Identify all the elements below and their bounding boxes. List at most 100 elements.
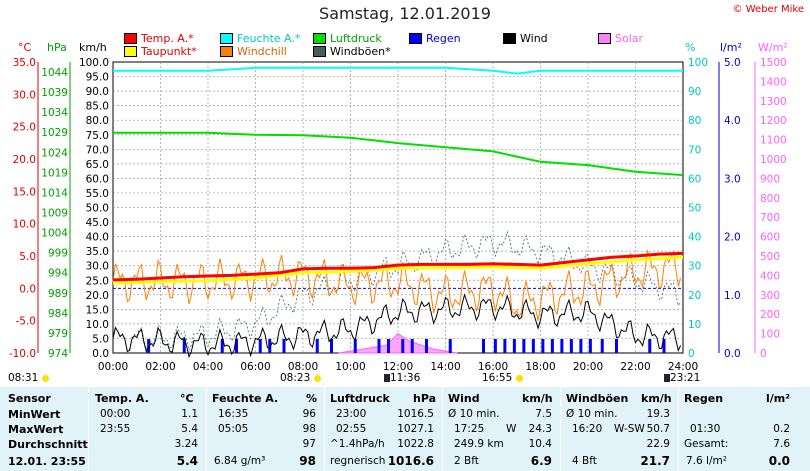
rain-bar: [410, 339, 414, 353]
rain-bar: [493, 339, 497, 353]
humidity-avg: 97: [302, 438, 316, 450]
solar-tick-label: 700: [760, 212, 780, 224]
row-label-avg: Durchschnitt: [8, 438, 88, 451]
rain-bar: [503, 339, 507, 353]
humidity-tick-label: 70: [688, 144, 701, 156]
moonset-time: 23:21: [670, 372, 701, 384]
pressure-tick-label: 974: [48, 348, 68, 360]
wind-tick-label: 65.0: [86, 159, 109, 171]
gust-max-time: 16:20: [572, 423, 603, 435]
sunset-mark: 16:55: [482, 372, 523, 384]
temp-avg: 3.24: [174, 438, 198, 450]
pressure-tick-label: 989: [48, 288, 68, 300]
legend-windchill: Windchill: [220, 45, 287, 58]
wind-tick-label: 15.0: [86, 304, 109, 316]
solar-tick-label: 200: [760, 309, 780, 321]
humidity-tick-label: 50: [688, 203, 701, 215]
wind-tick-label: 50.0: [86, 203, 109, 215]
x-tick-label: 10:00: [335, 361, 365, 373]
rain-tick-label: 1.0: [724, 290, 741, 302]
gust-unit: km/h: [641, 392, 672, 405]
pressure-header: Luftdruck: [330, 392, 390, 405]
copyright-label: © Weber Mike: [732, 4, 804, 15]
temp-tick-label: 15.0: [13, 186, 36, 198]
temp-max: 5.4: [181, 423, 198, 435]
rain-bar: [387, 339, 390, 353]
x-tick-label: 08:00: [288, 361, 318, 373]
sun-icon: [313, 374, 321, 382]
legend-swatch: [598, 33, 611, 44]
wind-tick-label: 70.0: [86, 144, 109, 156]
rain-bar: [522, 339, 526, 353]
gust-beaufort: 4 Bft: [572, 455, 597, 467]
temp-unit-label: °C: [18, 41, 32, 54]
rain-bar: [330, 339, 333, 353]
sunset-time: 16:55: [482, 372, 513, 384]
x-tick-label: 02:00: [145, 361, 175, 373]
pressure-tick-label: 979: [48, 328, 68, 340]
pressure-tick-label: 1019: [41, 167, 68, 179]
legend-swatch: [503, 33, 516, 44]
pressure-unit: hPa: [413, 392, 437, 405]
solar-tick-label: 100: [760, 329, 780, 341]
sunrise-mark: 08:23: [280, 372, 321, 384]
rain-current: 0.0: [768, 454, 790, 468]
moon-icon: [384, 374, 390, 382]
stats-table: Sensor MinWert MaxWert Durchschnitt 12.0…: [0, 387, 810, 471]
temp-tick-label: -10.0: [9, 348, 36, 360]
temp-min: 1.1: [181, 408, 198, 420]
wind-tick-label: 55.0: [86, 188, 109, 200]
moonset-mark: 23:21: [664, 372, 700, 384]
temp-tick-label: -5.0: [16, 316, 37, 328]
rain-bar: [662, 339, 666, 353]
solar-tick-label: 1000: [760, 154, 787, 166]
humidity-current: 98: [299, 454, 316, 468]
humidity-tick-label: 90: [688, 86, 701, 98]
humidity-abs: 6.84 g/m³: [214, 455, 266, 467]
humidity-tick-label: 100: [688, 57, 708, 69]
legend-label: Wind: [520, 32, 548, 45]
sensor-header: Sensor: [8, 392, 51, 405]
legend-label: Windchill: [237, 45, 287, 58]
dewpoint-line: [112, 255, 684, 285]
sunrise-time: 08:23: [280, 372, 311, 384]
gust-max-dir: W-SW: [614, 423, 645, 435]
legend-label: Luftdruck: [330, 32, 382, 45]
rain-bar: [220, 339, 224, 353]
wind-current: 6.9: [530, 454, 552, 468]
legend-swatch: [313, 33, 326, 44]
sun-icon: [41, 374, 49, 382]
solar-tick-label: 1500: [760, 57, 787, 69]
gust-current: 21.7: [640, 454, 670, 468]
legend-swatch: [409, 33, 422, 44]
temp-current: 5.4: [176, 454, 198, 468]
rain-bar: [482, 339, 485, 353]
rain-bar: [315, 339, 319, 353]
pressure-unit-label: hPa: [47, 41, 67, 54]
wind-unit-label: km/h: [79, 41, 107, 54]
solar-tick-label: 1200: [760, 115, 787, 127]
rain-unit: l/m²: [766, 392, 791, 405]
pressure-tick-label: 1034: [41, 107, 68, 119]
rain-bar: [353, 339, 357, 353]
temp-tick-label: 20.0: [13, 154, 36, 166]
current-timestamp: 12.01. 23:55: [8, 455, 86, 468]
pressure-min: 1016.5: [397, 408, 434, 420]
day-start-mark: 08:31: [8, 372, 49, 384]
humidity-tick-label: 30: [688, 261, 701, 273]
pressure-tick-label: 1009: [41, 208, 68, 220]
legend-gust: Windböen*: [313, 45, 391, 58]
rain-bar: [588, 339, 592, 353]
rain-bar: [268, 339, 272, 353]
rain-max-time: 01:30: [690, 423, 721, 435]
wind-tick-label: 30.0: [86, 261, 109, 273]
windchill-line: [112, 249, 682, 321]
rain-bar: [425, 339, 428, 353]
rain-bar: [235, 339, 238, 353]
wind-avg: 10.4: [528, 438, 552, 450]
humidity-header: Feuchte A.: [212, 392, 279, 405]
pressure-max: 1027.1: [397, 423, 434, 435]
rain-tick-label: 0.0: [724, 348, 741, 360]
x-tick-label: 12:00: [383, 361, 413, 373]
rain-bar: [579, 339, 583, 353]
